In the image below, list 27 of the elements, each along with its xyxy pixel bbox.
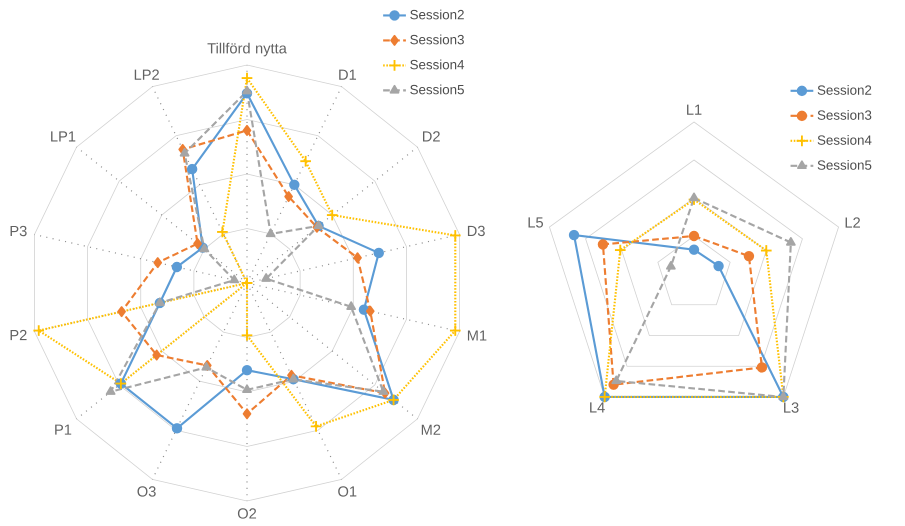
legend-label: Session2 bbox=[410, 10, 464, 20]
spoke-label: L4 bbox=[590, 402, 605, 412]
spoke-label: D2 bbox=[422, 131, 440, 142]
spoke-label: P1 bbox=[55, 424, 72, 435]
legend-label: Session5 bbox=[410, 84, 464, 94]
spoke-label: P2 bbox=[10, 330, 27, 340]
spoke-label: L1 bbox=[687, 104, 702, 115]
spoke-label: O3 bbox=[137, 486, 156, 497]
spoke-label: O1 bbox=[338, 486, 356, 497]
spoke-label: D3 bbox=[468, 226, 485, 236]
spoke-label: Tillförd nytta bbox=[207, 42, 287, 56]
legend-label: Session3 bbox=[818, 110, 872, 120]
legend-label: Session4 bbox=[818, 135, 872, 145]
spoke-label: M1 bbox=[468, 330, 486, 341]
spoke-label: LP2 bbox=[134, 70, 159, 80]
spoke-label: L3 bbox=[784, 402, 799, 413]
spoke-label: P3 bbox=[10, 226, 27, 236]
legend-label: Session4 bbox=[410, 60, 464, 70]
spoke-label: L5 bbox=[528, 217, 543, 228]
spoke-label: M2 bbox=[422, 424, 440, 435]
spoke-label: O2 bbox=[238, 508, 256, 519]
spoke-label: D1 bbox=[339, 70, 356, 80]
spoke-label: L2 bbox=[846, 217, 860, 228]
spoke-label: LP1 bbox=[51, 131, 76, 142]
legend-label: Session2 bbox=[818, 85, 872, 95]
legend-label: Session5 bbox=[818, 160, 872, 170]
legend-label: Session3 bbox=[410, 34, 464, 44]
